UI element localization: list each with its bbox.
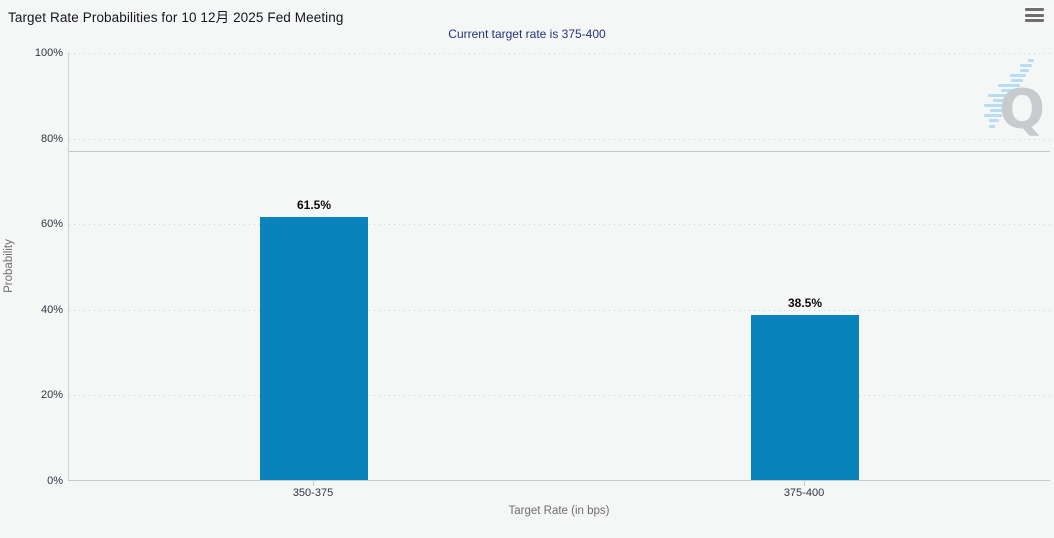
gridline-100 <box>69 53 1050 54</box>
gridline-20 <box>69 395 1050 396</box>
bar-value-label: 38.5% <box>787 296 823 311</box>
x-tick-350-375: 350-375 <box>292 487 334 499</box>
gridline-40 <box>69 310 1050 311</box>
watermark-speed-line <box>1028 59 1034 62</box>
hamburger-bar <box>1025 13 1044 17</box>
y-tick-20: 20% <box>40 389 63 401</box>
watermark-speed-line <box>990 109 1005 112</box>
watermark-speed-line <box>1020 64 1032 67</box>
bar-value-label: 61.5% <box>296 197 332 212</box>
y-tick-60: 60% <box>40 218 63 230</box>
y-tick-80: 80% <box>40 133 63 145</box>
watermark-speed-line <box>993 99 1011 102</box>
watermark-speed-line <box>989 119 999 122</box>
y-tick-40: 40% <box>40 304 63 316</box>
watermark-speed-line <box>1020 69 1029 72</box>
watermark-speed-line <box>998 84 1020 87</box>
x-tick-mark <box>804 481 805 486</box>
probability-bar-375-400[interactable]: 38.5% <box>751 296 859 480</box>
gridline-60 <box>69 224 1050 225</box>
probability-bar-350-375[interactable]: 61.5% <box>260 198 368 480</box>
watermark-speed-line <box>984 114 1002 117</box>
watermark-q-letter: Q <box>999 78 1045 141</box>
x-tick-375-400: 375-400 <box>783 487 825 499</box>
chart-title: Target Rate Probabilities for 10 12月 202… <box>8 10 344 25</box>
y-tick-0: 0% <box>47 475 63 487</box>
reference-line-77pct <box>69 151 1050 152</box>
watermark-speed-line <box>1010 74 1026 77</box>
x-tick-mark <box>313 481 314 486</box>
hamburger-menu-icon[interactable] <box>1025 7 1045 23</box>
quikstrike-watermark-logo: Q <box>981 57 1047 137</box>
chart-subtitle: Current target rate is 375-400 <box>448 27 606 41</box>
watermark-speed-line <box>1011 79 1023 82</box>
hamburger-bar <box>1025 8 1044 11</box>
hamburger-bar <box>1025 19 1044 22</box>
watermark-speed-line <box>989 125 995 128</box>
gridline-80 <box>69 139 1050 140</box>
plot-area: Q 61.5% 38.5% <box>68 53 1050 481</box>
y-tick-100: 100% <box>34 47 63 59</box>
watermark-speed-line <box>984 104 1008 107</box>
y-axis-title: Probability <box>3 239 15 293</box>
x-axis-title: Target Rate (in bps) <box>508 505 610 517</box>
watermark-speed-line <box>988 94 1014 97</box>
watermark-speed-line <box>1001 89 1017 92</box>
